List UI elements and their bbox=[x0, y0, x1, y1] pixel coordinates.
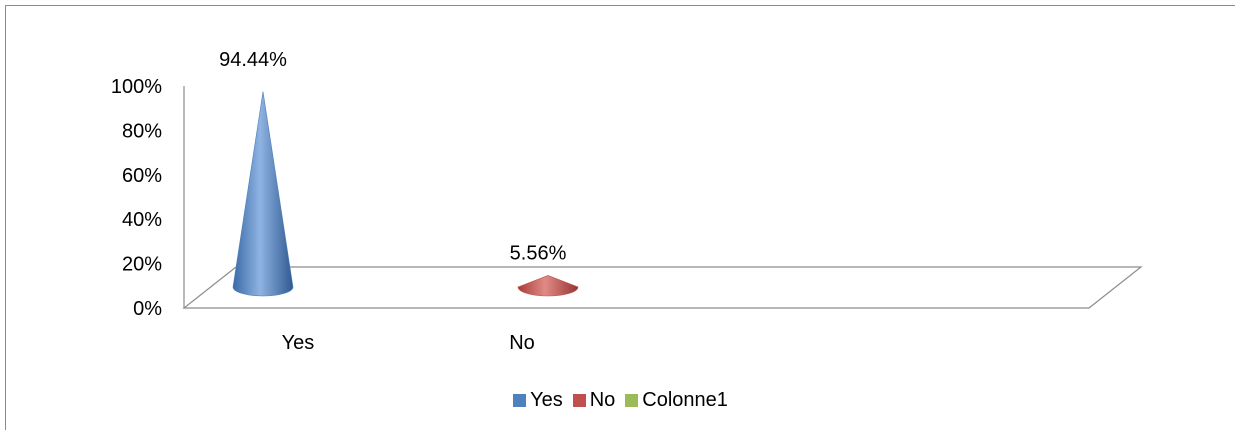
legend-item-colonne1: Colonne1 bbox=[625, 389, 728, 412]
data-label-no: 5.56% bbox=[510, 242, 567, 264]
chart-frame bbox=[5, 5, 1235, 430]
data-label-yes: 94.44% bbox=[219, 49, 287, 71]
legend-label: Colonne1 bbox=[642, 389, 728, 411]
legend-item-no: No bbox=[572, 389, 616, 412]
y-tick-labels: 0% 20% 40% 60% 80% 100% bbox=[111, 76, 162, 320]
y-tick-label: 80% bbox=[122, 120, 162, 142]
chart-floor bbox=[182, 266, 1143, 309]
legend-label: Yes bbox=[530, 389, 563, 411]
x-tick-labels: Yes No bbox=[282, 332, 535, 354]
y-tick-label: 20% bbox=[122, 254, 162, 276]
legend-item-yes: Yes bbox=[513, 389, 563, 412]
y-tick-label: 40% bbox=[122, 209, 162, 231]
y-tick-label: 0% bbox=[133, 298, 162, 320]
x-tick-label-no: No bbox=[509, 332, 535, 354]
data-marks bbox=[232, 91, 579, 297]
data-labels: 94.44% 5.56% bbox=[219, 49, 566, 264]
y-tick-label: 100% bbox=[111, 76, 162, 98]
legend-swatch bbox=[572, 394, 586, 407]
y-tick-label: 60% bbox=[122, 165, 162, 187]
legend-swatch bbox=[625, 394, 639, 407]
cone-yes bbox=[232, 91, 294, 297]
cone-no bbox=[517, 275, 579, 297]
legend-swatch bbox=[513, 394, 527, 407]
legend: Yes No Colonne1 bbox=[0, 389, 1241, 412]
legend-label: No bbox=[589, 389, 616, 411]
x-tick-label-yes: Yes bbox=[282, 332, 315, 354]
